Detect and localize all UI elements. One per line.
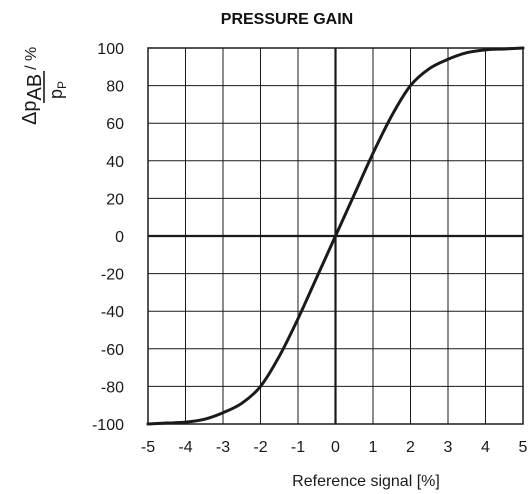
x-tick-label: 3 [444, 439, 453, 456]
y-tick-label: 20 [106, 191, 124, 208]
y-tick-label: 40 [106, 154, 124, 171]
svg-text:ΔpAB/ %: ΔpAB / % [19, 47, 46, 125]
y-tick-label: -80 [101, 379, 124, 396]
x-tick-label: 0 [331, 439, 340, 456]
x-tick-label: -1 [291, 439, 305, 456]
y-label-subscript-p: P [55, 81, 69, 89]
y-tick-label: -40 [101, 304, 124, 321]
x-tick-label: -5 [141, 439, 155, 456]
y-tick-label: 100 [97, 41, 124, 58]
x-tick-label: -2 [253, 439, 267, 456]
y-tick-label: -20 [101, 267, 124, 284]
y-label-p: p [46, 89, 66, 99]
x-tick-labels: -5 -4 -3 -2 -1 0 1 2 3 4 5 [141, 439, 528, 456]
x-tick-label: 4 [481, 439, 490, 456]
chart-title: PRESSURE GAIN [221, 11, 353, 28]
x-tick-label: -3 [216, 439, 230, 456]
x-tick-label: 1 [369, 439, 378, 456]
y-tick-label: 0 [115, 229, 124, 246]
plot-frame [147, 47, 524, 425]
x-tick-label: -4 [178, 439, 192, 456]
y-label-delta-p: Δp [19, 101, 41, 125]
y-tick-label: 60 [106, 116, 124, 133]
y-tick-labels: 100 80 60 40 20 0 -20 -40 -60 -80 -100 [92, 41, 124, 434]
x-tick-label: 5 [519, 439, 528, 456]
x-tick-label: 2 [406, 439, 415, 456]
data-line [146, 46, 525, 426]
y-label-subscript-ab: AB [24, 74, 46, 101]
y-axis-label: ΔpAB / % pP [19, 47, 69, 125]
x-axis-label: Reference signal [%] [292, 473, 440, 490]
svg-text:pP: pP [46, 81, 69, 99]
y-label-unit: / % [23, 47, 40, 70]
y-tick-label: -100 [92, 417, 124, 434]
y-tick-label: -60 [101, 342, 124, 359]
y-tick-label: 80 [106, 79, 124, 96]
